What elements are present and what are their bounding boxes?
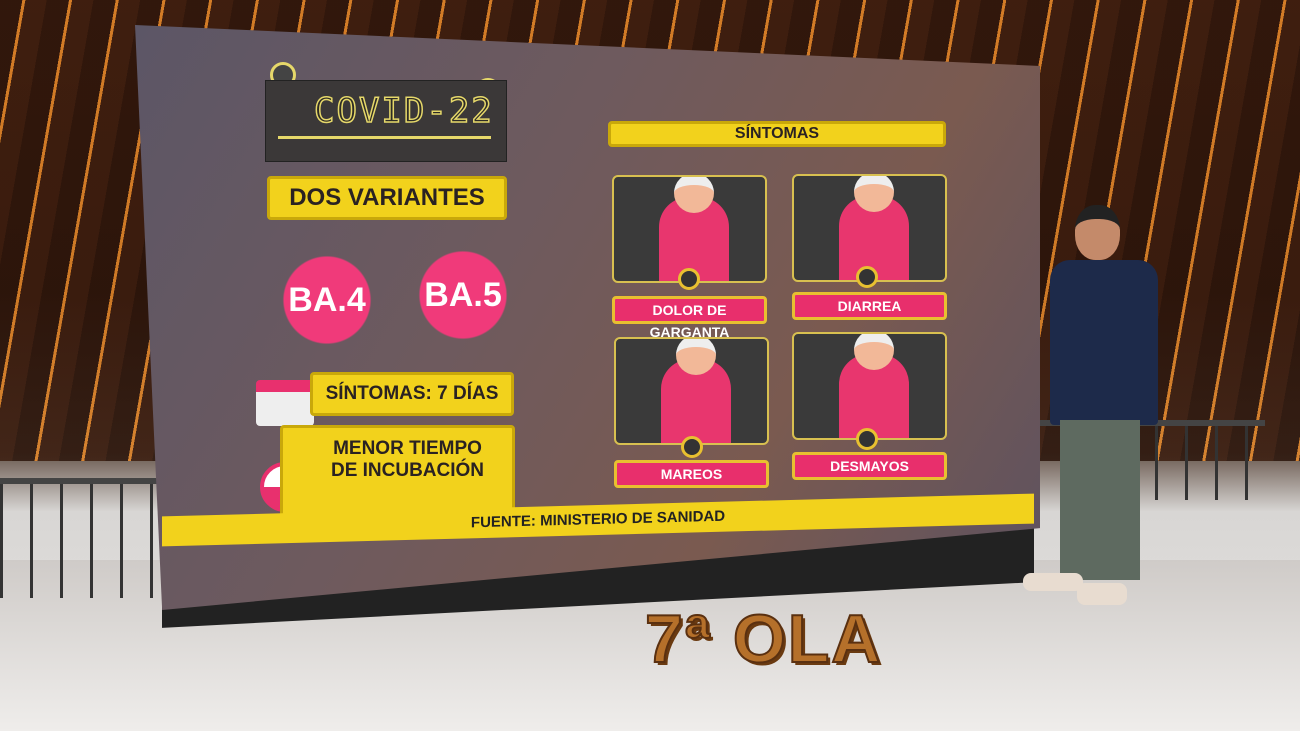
symptom-image-sore-throat — [612, 175, 767, 283]
symptom-label: MAREOS — [614, 460, 769, 488]
symptom-label: DESMAYOS — [792, 452, 947, 480]
connector-dot — [681, 436, 703, 458]
connector-dot — [678, 268, 700, 290]
caption-overlay: 7ª OLA — [644, 600, 883, 678]
incubation-note: MENOR TIEMPO DE INCUBACIÓN — [280, 425, 515, 517]
calendar-icon — [256, 380, 314, 426]
variants-heading: DOS VARIANTES — [267, 176, 507, 220]
virus-ba5-icon: BA.5 — [408, 240, 518, 350]
presenter — [1023, 205, 1160, 605]
symptoms-duration: SÍNTOMAS: 7 DÍAS — [310, 372, 514, 416]
variant-label: BA.4 — [288, 280, 366, 319]
symptom-image-fainting — [792, 332, 947, 440]
symptom-label: DIARREA — [792, 292, 947, 320]
title-sign: COVID-22 — [265, 80, 507, 162]
symptom-image-diarrhea — [792, 174, 947, 282]
title: COVID-22 — [313, 90, 494, 132]
connector-dot — [856, 266, 878, 288]
symptom-image-dizziness — [614, 337, 769, 445]
symptom-label: DOLOR DE GARGANTA — [612, 296, 767, 340]
connector-dot — [856, 428, 878, 450]
virus-ba4-icon: BA.4 — [272, 245, 382, 355]
variant-label: BA.5 — [424, 275, 502, 314]
railing — [0, 478, 160, 598]
symptoms-heading: SÍNTOMAS — [608, 121, 946, 147]
